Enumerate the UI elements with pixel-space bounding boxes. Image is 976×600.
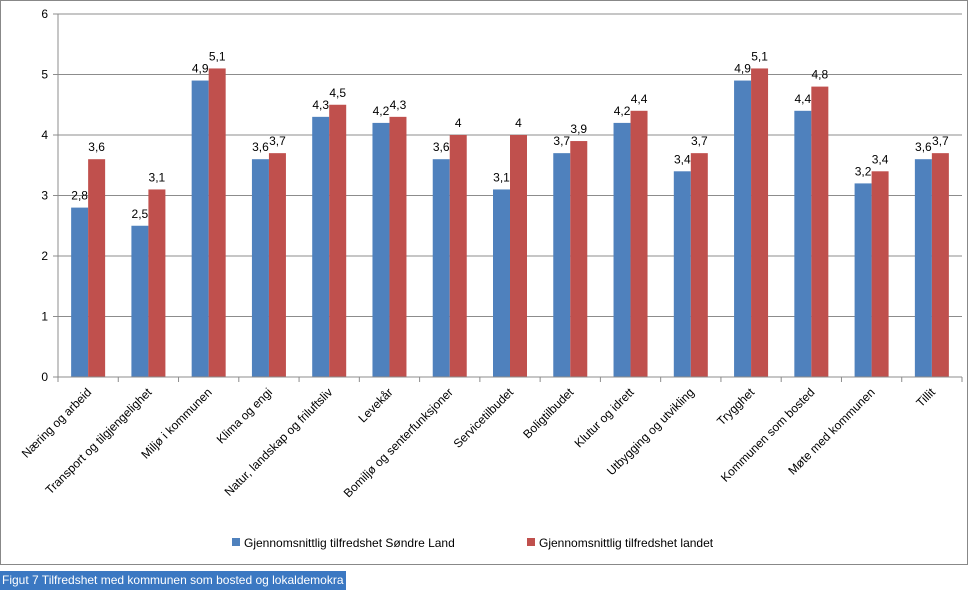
y-tick-label: 0: [41, 370, 48, 384]
caption: Figut 7 Tilfredshet med kommunen som bos…: [0, 571, 346, 590]
value-label: 3,4: [872, 152, 889, 166]
value-label: 3,9: [570, 122, 587, 136]
value-label: 4: [455, 116, 462, 130]
bar: [751, 68, 769, 377]
bar: [811, 86, 829, 377]
value-label: 3,2: [855, 164, 872, 178]
legend-swatch: [232, 538, 240, 546]
value-label: 2,5: [132, 207, 149, 221]
bar: [553, 153, 571, 377]
value-label: 3,6: [252, 140, 269, 154]
value-label: 3,1: [493, 170, 510, 184]
value-label: 4,2: [614, 104, 631, 118]
value-label: 4,8: [811, 68, 828, 82]
y-tick-label: 6: [41, 7, 48, 21]
bar: [690, 153, 708, 377]
y-tick-label: 4: [41, 128, 48, 142]
y-tick-label: 5: [41, 68, 48, 82]
value-label: 4,4: [631, 92, 648, 106]
bar: [493, 189, 510, 377]
bar: [251, 159, 269, 377]
bar: [570, 141, 588, 377]
value-label: 2,8: [71, 189, 88, 203]
bar: [673, 171, 691, 377]
bar: [148, 189, 166, 377]
bar: [630, 110, 648, 378]
bar: [871, 171, 889, 377]
value-label: 4,3: [390, 98, 407, 112]
legend-label: Gjennomsnittlig tilfredshet Søndre Land: [244, 536, 455, 550]
bar: [432, 159, 450, 377]
bar: [389, 116, 407, 377]
bar: [329, 104, 347, 377]
value-label: 4,4: [794, 92, 811, 106]
bar: [449, 135, 467, 377]
bar: [794, 110, 812, 378]
value-label: 5,1: [751, 49, 768, 63]
bar: [71, 207, 89, 377]
bar: [268, 153, 286, 377]
value-label: 3,6: [433, 140, 450, 154]
value-label: 4,3: [312, 98, 329, 112]
value-label: 4,2: [373, 104, 390, 118]
bar: [931, 153, 949, 377]
value-label: 3,7: [932, 134, 949, 148]
value-label: 4: [515, 116, 522, 130]
bar: [914, 159, 932, 377]
value-label: 3,7: [553, 134, 570, 148]
value-label: 3,7: [691, 134, 708, 148]
bar: [88, 159, 106, 377]
value-label: 3,4: [674, 152, 691, 166]
value-label: 4,5: [329, 86, 346, 100]
y-tick-label: 1: [41, 310, 48, 324]
legend-swatch: [527, 538, 535, 546]
bar: [510, 135, 527, 377]
value-label: 4,9: [192, 62, 209, 76]
bar: [854, 183, 872, 377]
value-label: 3,6: [915, 140, 932, 154]
bar: [613, 122, 631, 378]
y-tick-label: 3: [41, 189, 48, 203]
bar: [131, 225, 149, 377]
value-label: 4,9: [734, 62, 751, 76]
value-label: 3,6: [88, 140, 105, 154]
value-label: 3,1: [149, 170, 166, 184]
legend-label: Gjennomsnittlig tilfredshet landet: [539, 536, 714, 550]
bar: [372, 122, 390, 378]
value-label: 3,7: [269, 134, 286, 148]
value-label: 5,1: [209, 49, 226, 63]
bar: [208, 68, 226, 377]
bar: [191, 80, 209, 378]
bar: [312, 116, 330, 377]
bar: [734, 80, 752, 378]
y-tick-label: 2: [41, 249, 48, 263]
